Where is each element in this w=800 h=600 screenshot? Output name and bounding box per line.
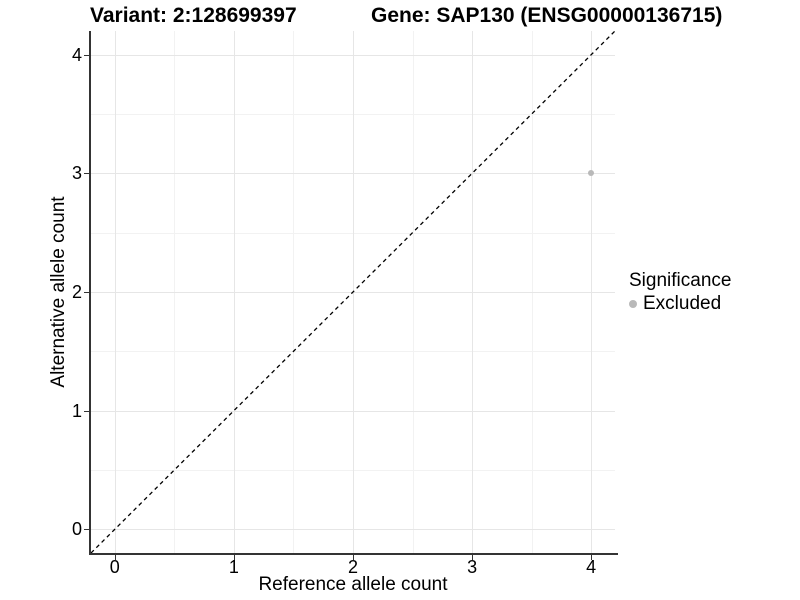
y-major-gridline: [91, 529, 615, 531]
data-point: [588, 170, 595, 177]
x-tick-label: 3: [467, 557, 478, 577]
x-tick-label: 4: [586, 557, 597, 577]
x-tick: [233, 555, 235, 560]
identity-line: [91, 31, 615, 553]
legend-entry-label: Excluded: [643, 292, 722, 314]
y-tick-label: 2: [71, 282, 82, 302]
y-axis-line: [89, 31, 91, 555]
legend-point-icon: [629, 299, 637, 308]
y-major-gridline: [91, 173, 615, 175]
plot-title-gene: Gene: SAP130 (ENSG00000136715): [371, 4, 723, 27]
y-tick: [84, 410, 89, 412]
y-tick-label: 4: [71, 44, 82, 65]
y-tick-label: 3: [71, 163, 82, 184]
x-axis-title: Reference allele count: [258, 574, 448, 595]
y-tick: [84, 54, 89, 56]
y-tick: [84, 173, 89, 175]
plot-panel: [91, 31, 615, 553]
y-tick: [84, 529, 89, 531]
y-major-gridline: [91, 54, 615, 56]
y-tick-label: 0: [71, 519, 82, 540]
x-tick-label: 0: [109, 557, 120, 577]
x-tick: [472, 555, 474, 560]
identity-line-layer: [91, 31, 615, 553]
legend-entry: Excluded: [629, 292, 731, 315]
x-tick-label: 1: [228, 557, 239, 577]
x-tick-label: 2: [347, 557, 358, 577]
x-tick: [591, 555, 593, 560]
x-axis-line: [89, 553, 618, 555]
y-tick-label: 1: [71, 400, 82, 421]
x-tick: [114, 555, 116, 560]
x-tick: [353, 555, 354, 560]
plot-title-variant: Variant: 2:128699397: [90, 4, 297, 27]
legend: Significance Excluded: [629, 269, 731, 315]
y-tick: [84, 292, 89, 293]
y-major-gridline: [91, 410, 615, 412]
legend-title: Significance: [629, 270, 732, 291]
